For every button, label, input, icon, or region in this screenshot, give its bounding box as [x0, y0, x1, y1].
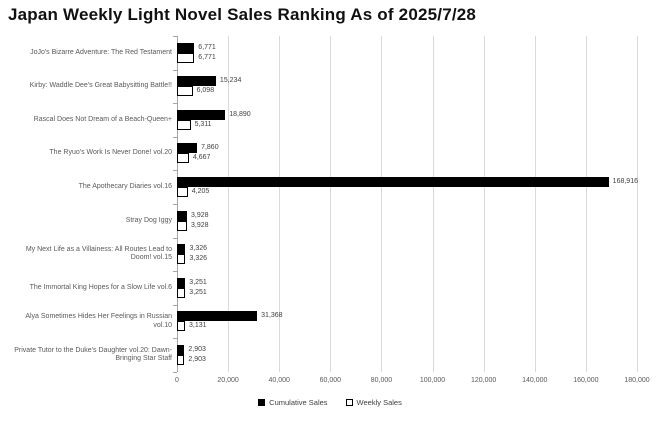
gridline [637, 36, 638, 372]
x-axis-tick-label: 140,000 [522, 377, 548, 384]
gridline [432, 36, 434, 372]
cumulative-value-label: 3,326 [189, 245, 208, 253]
y-axis-tick [173, 170, 177, 172]
weekly-value-label: 3,928 [191, 221, 209, 229]
cumulative-value-label: 31,368 [261, 312, 283, 320]
category-label: Rascal Does Not Dream of a Beach-Queen+ [33, 115, 172, 123]
cumulative-value-label: 18,890 [229, 110, 251, 118]
cumulative-sales-bar [177, 311, 258, 322]
cumulative-value-label: 3,928 [191, 211, 209, 219]
weekly-value-label: 6,771 [198, 53, 216, 61]
gridline [228, 36, 230, 372]
x-axis-tick-label: 120,000 [471, 377, 497, 384]
cumulative-value-label: 2,903 [188, 345, 206, 353]
cumulative-value-label: 6,771 [198, 43, 216, 51]
legend-label-cumulative: Cumulative Sales [269, 398, 328, 407]
category-label: Alya Sometimes Hides Her Feelings in Rus… [25, 313, 172, 329]
x-axis-tick-label: 100,000 [419, 377, 446, 384]
cumulative-sales-bar [177, 244, 186, 255]
y-axis-tick [173, 304, 177, 306]
cumulative-value-label: 15,234 [219, 77, 242, 85]
weekly-sales-bar [177, 254, 186, 265]
weekly-sales-bar [177, 220, 188, 231]
category-label: The Apothecary Diaries vol.16 [78, 182, 172, 190]
chart-title: Japan Weekly Light Novel Sales Ranking A… [8, 5, 477, 24]
cumulative-swatch-icon [258, 399, 266, 406]
weekly-sales-bar [177, 186, 188, 197]
weekly-sales-bar [177, 287, 186, 298]
weekly-sales-bar [177, 119, 191, 130]
x-axis-tick-label: 160,000 [573, 377, 599, 384]
legend-item-cumulative: Cumulative Sales [258, 398, 328, 407]
category-label: Stray Dog Iggy [125, 216, 172, 224]
weekly-swatch-icon [345, 399, 353, 406]
cumulative-value-label: 168,916 [612, 177, 638, 185]
cumulative-sales-bar [177, 109, 226, 120]
y-axis-tick [173, 103, 177, 105]
gridline [330, 36, 332, 372]
weekly-sales-bar [177, 52, 195, 63]
weekly-value-label: 4,667 [192, 154, 211, 162]
gridline [585, 36, 587, 372]
weekly-value-label: 6,098 [196, 87, 215, 95]
cumulative-sales-bar [177, 344, 185, 355]
y-axis-tick [173, 204, 177, 205]
category-label: The Immortal King Hopes for a Slow Life … [29, 283, 172, 291]
y-axis-tick [173, 136, 177, 138]
weekly-value-label: 3,326 [189, 255, 208, 263]
cumulative-sales-bar [177, 176, 609, 187]
x-axis-tick-label: 180,000 [624, 377, 650, 384]
x-axis-tick-label: 20,000 [217, 377, 239, 384]
cumulative-sales-bar [177, 143, 198, 154]
gridline [381, 36, 383, 372]
cumulative-value-label: 3,251 [189, 278, 207, 286]
category-label: My Next Life as a Villainess: All Routes… [25, 245, 172, 262]
weekly-value-label: 2,903 [188, 355, 206, 363]
cumulative-sales-bar [177, 42, 195, 53]
legend-label-weekly: Weekly Sales [356, 398, 402, 407]
cumulative-sales-bar [177, 210, 188, 221]
y-axis-tick [173, 271, 177, 273]
y-axis-line [177, 36, 178, 372]
y-axis-tick [173, 69, 177, 71]
y-axis-tick [173, 237, 177, 239]
category-label: JoJo's Bizarre Adventure: The Red Testam… [30, 48, 172, 56]
category-label: The Ryuo's Work Is Never Done! vol.20 [49, 149, 172, 157]
weekly-value-label: 5,311 [194, 120, 212, 128]
weekly-value-label: 3,251 [189, 288, 207, 296]
legend: Cumulative Sales Weekly Sales [0, 398, 660, 407]
cumulative-sales-bar [177, 76, 216, 87]
weekly-value-label: 4,205 [191, 187, 210, 195]
x-axis-tick-label: 60,000 [319, 377, 342, 384]
weekly-sales-bar [177, 86, 193, 97]
gridline [534, 36, 536, 372]
x-axis-tick-label: 80,000 [370, 377, 393, 384]
cumulative-value-label: 7,860 [201, 144, 219, 152]
gridline [279, 36, 281, 372]
weekly-sales-bar [177, 354, 185, 365]
weekly-sales-bar [177, 321, 185, 332]
y-axis-tick [173, 338, 177, 340]
category-label: Private Tutor to the Duke's Daughter vol… [14, 346, 172, 363]
legend-item-weekly: Weekly Sales [345, 398, 402, 407]
category-label: Kirby: Waddle Dee's Great Babysitting Ba… [29, 82, 172, 90]
x-axis-tick-label: 40,000 [268, 377, 290, 384]
gridline [483, 36, 485, 372]
weekly-sales-bar [177, 153, 189, 164]
cumulative-sales-bar [177, 277, 186, 288]
weekly-value-label: 3,131 [189, 322, 207, 330]
x-axis-tick-label: 0 [175, 377, 179, 384]
y-axis-tick [173, 372, 177, 373]
y-axis-tick [173, 36, 177, 37]
